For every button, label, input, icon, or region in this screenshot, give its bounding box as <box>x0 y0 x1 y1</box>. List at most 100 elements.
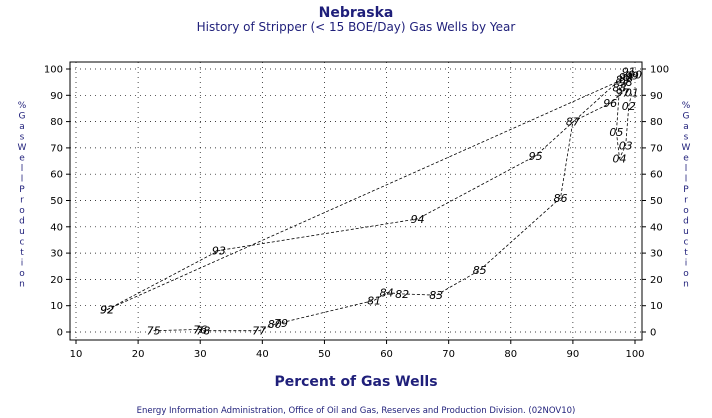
y-axis-label-char: o <box>19 206 25 216</box>
point-label: 84 <box>380 287 394 300</box>
series-lines <box>106 71 636 332</box>
point-label: 88 <box>613 81 627 94</box>
y-axis-label-char: l <box>21 164 24 174</box>
point-label: 94 <box>411 213 425 226</box>
series-line-2 <box>106 71 630 310</box>
x-tick-label: 30 <box>194 349 207 360</box>
point-label: 98 <box>619 76 633 89</box>
y-tick-label-right: 60 <box>650 170 663 181</box>
y-axis-label-char: u <box>683 227 689 237</box>
y-tick-label-right: 50 <box>650 196 663 207</box>
point-label: 82 <box>395 288 409 301</box>
y-axis-label-char: r <box>684 196 688 206</box>
series-line-3 <box>106 76 626 310</box>
point-label: 76 <box>193 323 207 336</box>
y-axis-label-char: u <box>19 227 25 237</box>
y-tick-label-left: 50 <box>50 196 63 207</box>
point-label: 90 <box>619 71 633 84</box>
y-tick-label-right: 100 <box>650 65 669 76</box>
point-label: 03 <box>619 139 633 152</box>
y-tick-label-left: 100 <box>44 65 63 76</box>
y-axis-label-char: l <box>685 175 688 185</box>
series-line-4 <box>615 87 633 160</box>
y-tick-label-left: 0 <box>57 328 63 339</box>
series-line-1 <box>153 73 636 332</box>
x-tick-label: 90 <box>567 349 580 360</box>
point-label: 80 <box>268 318 282 331</box>
point-label: 92 <box>100 304 114 317</box>
y-tick-label-right: 70 <box>650 143 663 154</box>
point-label: 85 <box>473 264 487 277</box>
x-tick-label: 100 <box>625 349 644 360</box>
point-label: 91 <box>622 66 636 79</box>
point-label: 99 <box>625 70 639 83</box>
x-tick-label: 40 <box>256 349 269 360</box>
x-axis-label: Percent of Gas Wells <box>274 374 437 390</box>
point-label: 00 <box>628 68 642 81</box>
y-tick-label-left: 30 <box>50 249 63 260</box>
point-label: 02 <box>622 100 636 113</box>
y-axis-label-char: P <box>683 185 689 195</box>
y-axis-label-char: a <box>683 122 689 132</box>
point-label: 77 <box>252 325 266 338</box>
y-axis-label-char: s <box>20 133 25 143</box>
point-label: 87 <box>566 116 580 129</box>
y-axis-label-char: a <box>19 122 25 132</box>
y-axis-label-char: n <box>19 280 25 290</box>
y-axis-label-char: P <box>19 185 25 195</box>
y-axis-label-char: i <box>21 259 24 269</box>
y-axis-label-char: t <box>684 248 688 258</box>
point-label: 97 <box>616 87 630 100</box>
point-label: 79 <box>274 317 288 330</box>
point-label: 89 <box>616 74 630 87</box>
y-axis-label-char: c <box>20 238 25 248</box>
y-tick-label-right: 10 <box>650 301 663 312</box>
y-axis-label-char: % <box>18 101 27 111</box>
x-tick-label: 10 <box>70 349 83 360</box>
y-tick-label-left: 40 <box>50 222 63 233</box>
y-axis-label-char: e <box>19 154 25 164</box>
y-tick-label-right: 0 <box>650 328 656 339</box>
x-tick-label: 60 <box>380 349 393 360</box>
point-label: 04 <box>613 152 627 165</box>
y-axis-label-char: G <box>19 112 26 122</box>
x-tick-label: 70 <box>442 349 455 360</box>
y-axis-label-char: % <box>682 101 691 111</box>
y-tick-label-left: 10 <box>50 301 63 312</box>
y-axis-label-char: d <box>683 217 689 227</box>
x-tick-label: 20 <box>132 349 145 360</box>
point-label: 78 <box>196 325 210 338</box>
y-axis-label-char: G <box>683 112 690 122</box>
y-axis-label-char: c <box>684 238 689 248</box>
y-tick-label-left: 70 <box>50 143 63 154</box>
y-tick-label-right: 30 <box>650 249 663 260</box>
point-label: 75 <box>147 325 161 338</box>
grid-lines <box>70 62 642 340</box>
chart-title: Nebraska <box>319 5 394 21</box>
y-axis-label-char: n <box>683 280 689 290</box>
x-tick-label: 50 <box>318 349 331 360</box>
y-axis-label-char: l <box>685 164 688 174</box>
y-tick-label-left: 60 <box>50 170 63 181</box>
y-axis-label-char: l <box>21 175 24 185</box>
y-tick-label-left: 20 <box>50 275 63 286</box>
point-label: 81 <box>367 294 381 307</box>
y-axis-label-char: s <box>684 133 689 143</box>
y-tick-label-left: 80 <box>50 117 63 128</box>
source-footer: Energy Information Administration, Offic… <box>137 406 576 416</box>
point-label: 01 <box>625 87 639 100</box>
y-axis-label-char: o <box>683 269 689 279</box>
point-label: 92 <box>100 304 114 317</box>
point-label: 96 <box>603 97 617 110</box>
y-tick-label-right: 80 <box>650 117 663 128</box>
point-label: 86 <box>554 192 568 205</box>
y-tick-label-left: 90 <box>50 91 63 102</box>
y-tick-label-right: 90 <box>650 91 663 102</box>
y-axis-label-char: i <box>685 259 688 269</box>
y-axis-label-char: o <box>19 269 25 279</box>
